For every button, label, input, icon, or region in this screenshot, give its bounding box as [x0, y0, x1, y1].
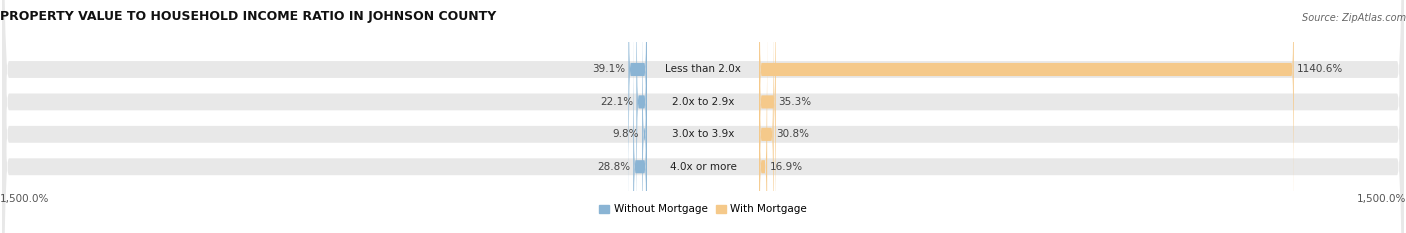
Text: 2.0x to 2.9x: 2.0x to 2.9x: [672, 97, 734, 107]
Text: 9.8%: 9.8%: [613, 129, 640, 139]
FancyBboxPatch shape: [3, 0, 1403, 233]
FancyBboxPatch shape: [3, 0, 1403, 233]
FancyBboxPatch shape: [3, 0, 1403, 233]
Text: Source: ZipAtlas.com: Source: ZipAtlas.com: [1302, 13, 1406, 23]
Text: 28.8%: 28.8%: [598, 162, 630, 172]
Text: 4.0x or more: 4.0x or more: [669, 162, 737, 172]
FancyBboxPatch shape: [3, 0, 1403, 233]
FancyBboxPatch shape: [759, 11, 768, 233]
FancyBboxPatch shape: [637, 0, 647, 233]
Text: 3.0x to 3.9x: 3.0x to 3.9x: [672, 129, 734, 139]
Text: 1,500.0%: 1,500.0%: [0, 194, 49, 204]
FancyBboxPatch shape: [643, 0, 647, 233]
Text: 35.3%: 35.3%: [779, 97, 811, 107]
Legend: Without Mortgage, With Mortgage: Without Mortgage, With Mortgage: [595, 200, 811, 219]
FancyBboxPatch shape: [759, 0, 1294, 225]
Text: PROPERTY VALUE TO HOUSEHOLD INCOME RATIO IN JOHNSON COUNTY: PROPERTY VALUE TO HOUSEHOLD INCOME RATIO…: [0, 10, 496, 23]
Text: Less than 2.0x: Less than 2.0x: [665, 65, 741, 75]
Text: 1140.6%: 1140.6%: [1296, 65, 1343, 75]
Text: 30.8%: 30.8%: [776, 129, 810, 139]
FancyBboxPatch shape: [759, 0, 773, 233]
Text: 22.1%: 22.1%: [600, 97, 634, 107]
FancyBboxPatch shape: [633, 11, 647, 233]
FancyBboxPatch shape: [628, 0, 647, 225]
Text: 1,500.0%: 1,500.0%: [1357, 194, 1406, 204]
Text: 39.1%: 39.1%: [592, 65, 626, 75]
FancyBboxPatch shape: [759, 0, 776, 233]
Text: 16.9%: 16.9%: [770, 162, 803, 172]
